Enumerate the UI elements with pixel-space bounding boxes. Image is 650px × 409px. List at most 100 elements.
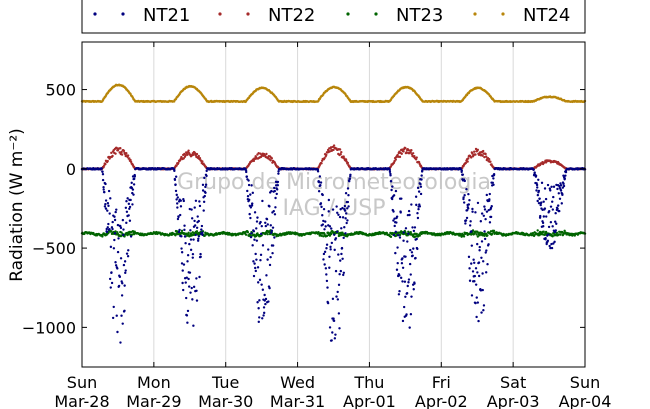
data-point [113, 238, 116, 242]
data-point [558, 197, 562, 200]
data-point [485, 193, 488, 197]
data-point [189, 229, 192, 232]
data-point [395, 215, 399, 218]
data-point [540, 181, 544, 185]
data-point [129, 198, 132, 202]
x-tick-label-day: Fri [432, 373, 451, 392]
data-point [184, 154, 187, 157]
data-point [411, 254, 414, 257]
data-point [104, 182, 107, 186]
y-tick-label: −1000 [22, 318, 76, 337]
data-point [548, 209, 551, 213]
legend-marker [501, 12, 505, 16]
data-point [120, 153, 124, 156]
data-point [195, 277, 198, 280]
x-tick-label-day: Thu [353, 373, 384, 392]
data-point [123, 309, 126, 312]
data-point [482, 304, 486, 307]
data-point [332, 144, 336, 147]
data-point [560, 202, 563, 205]
data-point [121, 322, 124, 325]
data-point [325, 234, 329, 238]
data-point [479, 289, 483, 292]
data-point [118, 275, 122, 279]
data-point [273, 213, 277, 216]
data-point [123, 260, 127, 263]
data-point [203, 234, 206, 237]
data-point [265, 274, 268, 277]
data-point [389, 165, 393, 168]
data-point [249, 216, 252, 220]
data-point [410, 251, 414, 254]
data-point [470, 230, 473, 233]
data-point [412, 229, 416, 233]
data-point [470, 294, 474, 297]
data-point [270, 157, 274, 160]
data-point [482, 309, 485, 312]
data-point [254, 269, 257, 273]
x-tick-label-day: Sat [500, 373, 526, 392]
legend: NT21 NT22 NT23 NT24 [81, 0, 586, 34]
data-point [119, 341, 122, 344]
data-point [477, 319, 480, 323]
data-point [534, 174, 538, 177]
data-point [188, 271, 192, 274]
data-point [342, 271, 346, 275]
data-point [331, 297, 335, 301]
data-point [124, 269, 127, 272]
legend-marker [346, 12, 350, 16]
data-point [334, 333, 337, 336]
data-point [563, 229, 566, 233]
data-point [410, 203, 413, 206]
data-point [111, 154, 114, 158]
data-point [127, 202, 131, 206]
data-point [253, 211, 257, 214]
data-point [467, 157, 470, 160]
data-point [201, 189, 205, 192]
data-point [249, 206, 253, 209]
data-point [414, 256, 417, 260]
data-point [547, 225, 551, 229]
data-point [184, 242, 187, 245]
data-point [475, 296, 478, 299]
y-tick-label: −500 [32, 239, 76, 258]
data-point [318, 175, 322, 178]
legend-marker [93, 12, 97, 16]
data-point [474, 267, 478, 270]
data-point [556, 207, 559, 211]
data-point [559, 189, 563, 192]
data-point [262, 306, 266, 309]
data-point [115, 146, 118, 150]
data-point [340, 227, 343, 230]
data-point [542, 230, 545, 233]
data-point [325, 153, 328, 157]
data-point [182, 199, 185, 203]
data-point [488, 192, 491, 196]
data-point [538, 197, 541, 200]
data-point [187, 277, 190, 281]
data-point [555, 231, 559, 235]
data-point [112, 247, 116, 250]
data-point [174, 189, 178, 193]
legend-label: NT23 [396, 5, 443, 26]
data-point [330, 227, 333, 230]
data-point [398, 236, 402, 239]
data-point [344, 191, 348, 195]
data-point [320, 205, 323, 209]
data-point [542, 200, 545, 203]
data-point [550, 246, 554, 250]
data-point [192, 324, 195, 327]
data-point [474, 147, 478, 151]
data-point [255, 258, 258, 261]
y-tick-label: 500 [45, 81, 76, 100]
data-point [328, 326, 332, 329]
data-point [126, 154, 130, 157]
data-point [256, 266, 260, 269]
data-point [331, 208, 335, 211]
data-point [122, 233, 125, 237]
data-point [261, 199, 264, 203]
data-point [329, 232, 333, 236]
data-point [110, 271, 113, 274]
data-point [404, 227, 408, 230]
data-point [344, 217, 347, 220]
